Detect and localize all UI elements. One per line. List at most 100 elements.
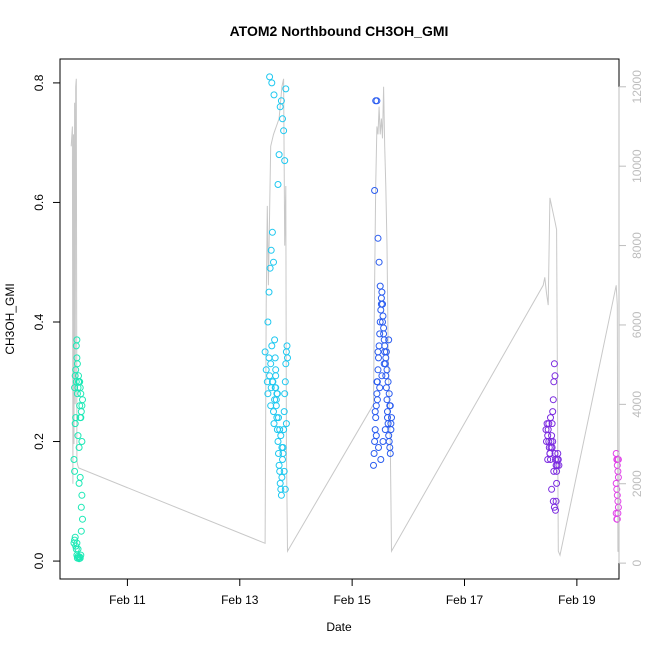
data-point	[375, 444, 382, 451]
data-point	[553, 461, 561, 469]
data-point	[78, 491, 86, 499]
data-point	[269, 378, 277, 386]
data-point	[76, 402, 84, 410]
x-tick-label: Feb 17	[446, 593, 484, 607]
data-point	[266, 372, 274, 380]
y-tick-label: 0.0	[32, 552, 46, 569]
data-point	[274, 181, 282, 188]
data-point	[549, 396, 557, 404]
data-point	[270, 258, 277, 266]
data-point	[375, 258, 383, 266]
data-point	[547, 414, 554, 422]
altitude-layer	[70, 78, 619, 557]
data-point	[76, 473, 84, 481]
data-point	[376, 384, 384, 392]
data-point	[74, 432, 82, 440]
data-point	[268, 228, 276, 236]
data-point	[268, 342, 276, 350]
data-point	[381, 426, 389, 434]
data-point	[270, 91, 278, 99]
data-point	[552, 506, 559, 514]
data-point	[264, 390, 272, 398]
y-tick-label: 0.2	[32, 433, 46, 450]
data-point	[272, 384, 280, 392]
data-point	[372, 402, 380, 410]
data-point	[550, 360, 558, 368]
x-axis-title: Date	[326, 620, 352, 634]
series-group	[70, 336, 86, 563]
data-point	[372, 414, 380, 422]
data-point	[614, 473, 622, 481]
data-point	[385, 438, 393, 445]
data-point	[550, 378, 558, 386]
data-point	[282, 85, 290, 93]
data-point	[371, 187, 379, 194]
secondary-tick-label: 8000	[630, 232, 644, 259]
secondary-tick-label: 12000	[630, 70, 644, 104]
data-point	[546, 450, 554, 457]
data-point	[374, 366, 382, 374]
data-point	[262, 366, 270, 374]
data-point	[281, 390, 289, 398]
data-point	[370, 450, 378, 457]
data-point	[78, 438, 86, 445]
data-point	[74, 545, 82, 553]
data-point	[548, 432, 556, 440]
data-point	[77, 551, 85, 559]
data-point	[386, 402, 394, 410]
data-point	[371, 438, 379, 445]
data-point	[385, 432, 393, 440]
data-point	[551, 372, 559, 380]
data-point	[283, 342, 291, 350]
series-group	[542, 360, 563, 514]
data-point	[267, 246, 275, 254]
data-point	[278, 473, 286, 481]
data-point	[281, 378, 289, 386]
data-point	[280, 408, 288, 416]
data-point	[275, 151, 283, 159]
data-point	[70, 456, 78, 463]
data-point	[271, 354, 279, 362]
data-point	[380, 324, 388, 332]
data-point	[77, 527, 85, 535]
data-point	[277, 432, 285, 440]
secondary-tick-label: 6000	[630, 311, 644, 338]
x-tick-label: Feb 13	[221, 593, 259, 607]
data-point	[272, 366, 280, 374]
data-point	[276, 426, 284, 434]
data-point	[386, 450, 394, 457]
x-tick-label: Feb 15	[333, 593, 371, 607]
data-point	[271, 336, 279, 344]
data-point	[270, 420, 278, 428]
data-point	[73, 336, 81, 344]
data-point	[277, 491, 285, 499]
series-group	[261, 73, 291, 499]
data-point	[279, 115, 286, 123]
data-point	[547, 438, 555, 445]
data-point	[267, 360, 275, 368]
data-point	[552, 497, 560, 505]
data-point	[281, 157, 289, 165]
data-point	[553, 479, 561, 487]
y-tick-label: 0.4	[32, 313, 46, 330]
data-point	[548, 485, 556, 493]
data-point	[549, 408, 557, 416]
data-point	[280, 467, 288, 475]
data-point	[614, 503, 622, 511]
data-point	[377, 306, 385, 314]
data-point	[380, 330, 388, 338]
data-point	[378, 372, 386, 380]
data-point	[379, 312, 387, 320]
data-point	[371, 408, 379, 416]
data-point	[79, 396, 86, 404]
series-group	[370, 97, 395, 469]
data-point	[261, 348, 269, 356]
y-axis-title: CH3OH_GMI	[3, 283, 17, 354]
data-point	[277, 97, 285, 105]
secondary-tick-label: 4000	[630, 391, 644, 418]
data-point	[612, 479, 620, 487]
data-point	[77, 408, 85, 416]
points-layer	[70, 73, 622, 563]
data-point	[272, 372, 280, 380]
altitude-line	[70, 78, 619, 557]
